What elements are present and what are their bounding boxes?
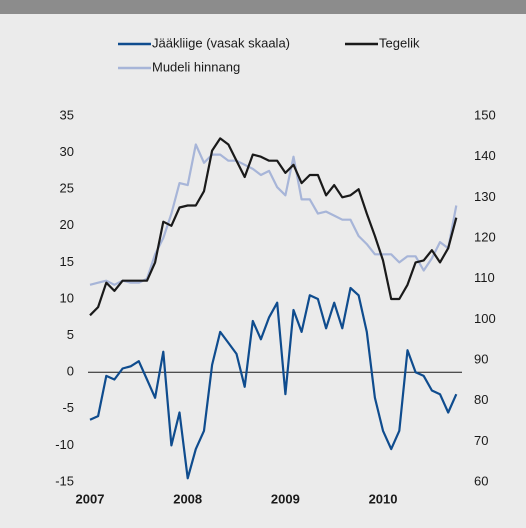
y-tick-label: 30 [60, 144, 74, 159]
x-tick-label: 2009 [271, 491, 300, 506]
y2-tick-label: 100 [474, 311, 496, 326]
y-tick-label: 5 [67, 327, 74, 342]
top-band [0, 0, 526, 14]
y-tick-label: -5 [62, 400, 74, 415]
y-tick-label: 35 [60, 107, 74, 122]
y2-tick-label: 140 [474, 148, 496, 163]
series-line [89, 143, 458, 286]
legend-label: Tegelik [379, 35, 420, 50]
y2-tick-label: 110 [474, 270, 495, 285]
y-tick-label: 25 [60, 181, 74, 196]
y-tick-label: 20 [60, 217, 74, 232]
y-tick-label: 15 [60, 254, 74, 269]
y-tick-label: 0 [67, 364, 74, 379]
series-line [89, 137, 458, 317]
y2-tick-label: 60 [474, 473, 488, 488]
legend-label: Mudeli hinnang [152, 59, 240, 74]
y2-tick-label: 130 [474, 189, 496, 204]
y2-tick-label: 80 [474, 392, 488, 407]
legend-label: Jääkliige (vasak skaala) [152, 35, 290, 50]
y2-tick-label: 120 [474, 229, 496, 244]
y2-tick-label: 90 [474, 351, 488, 366]
y2-tick-label: 150 [474, 107, 496, 122]
y-tick-label: -15 [55, 473, 74, 488]
y-tick-label: 10 [60, 290, 74, 305]
series-line [89, 286, 458, 480]
y-tick-label: -10 [55, 437, 74, 452]
y2-tick-label: 70 [474, 433, 488, 448]
x-tick-label: 2008 [173, 491, 202, 506]
x-tick-label: 2007 [76, 491, 105, 506]
x-tick-label: 2010 [369, 491, 398, 506]
